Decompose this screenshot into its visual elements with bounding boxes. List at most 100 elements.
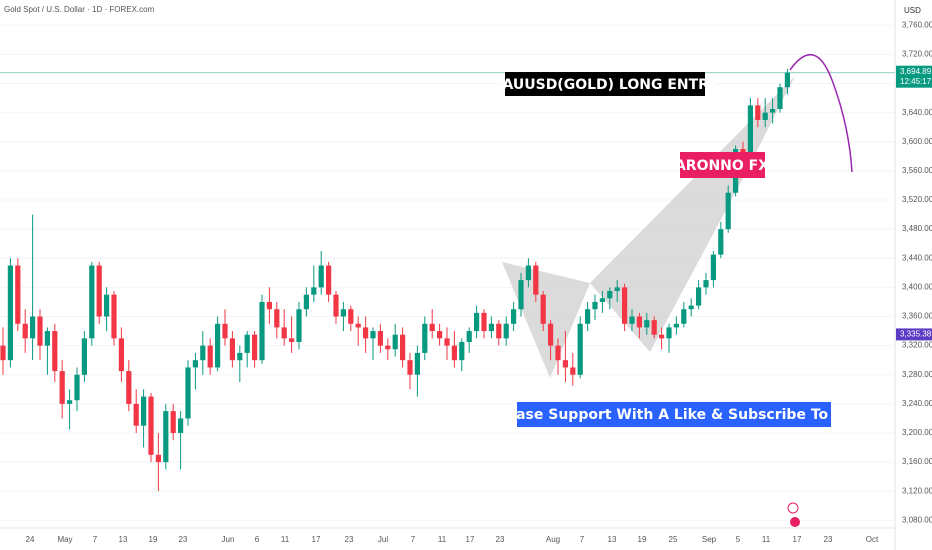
candle-body bbox=[562, 360, 568, 368]
candle-body bbox=[89, 265, 95, 339]
candle-body bbox=[81, 338, 87, 375]
candle-body bbox=[407, 360, 413, 375]
candle-body bbox=[444, 338, 450, 346]
last-price-box bbox=[896, 65, 932, 88]
annotation-text: XAUUSD(GOLD) LONG ENTRY bbox=[492, 77, 719, 93]
x-tick-label: 23 bbox=[824, 535, 833, 544]
x-tick-label: 19 bbox=[638, 535, 647, 544]
candle-body bbox=[540, 294, 546, 324]
candle-body bbox=[215, 323, 221, 368]
marker-price-box bbox=[896, 328, 932, 341]
pattern-drawing bbox=[502, 53, 853, 378]
candle-body bbox=[170, 411, 176, 433]
candle-body bbox=[207, 345, 213, 368]
pattern-triangle bbox=[590, 76, 795, 352]
candle-body bbox=[599, 298, 605, 302]
candle-body bbox=[289, 338, 295, 342]
candle-body bbox=[555, 345, 561, 361]
candle-body bbox=[222, 323, 228, 339]
candle-body bbox=[636, 316, 642, 328]
y-tick-label: 3,720.00 bbox=[902, 50, 932, 59]
x-tick-label: 17 bbox=[466, 535, 475, 544]
candle-body bbox=[696, 287, 702, 306]
candles bbox=[0, 68, 790, 492]
marker-price-label: 3,335.38 bbox=[900, 330, 932, 339]
candle-body bbox=[377, 331, 383, 346]
candle-body bbox=[178, 418, 184, 433]
y-tick-label: 3,160.00 bbox=[902, 457, 932, 466]
candle-body bbox=[414, 352, 420, 375]
y-tick-label: 3,320.00 bbox=[902, 341, 932, 350]
candle-body bbox=[481, 312, 487, 332]
candle-body bbox=[67, 400, 73, 404]
candle-body bbox=[37, 316, 43, 346]
candle-body bbox=[688, 305, 694, 310]
candle-body bbox=[370, 331, 376, 339]
candle-body bbox=[622, 287, 628, 324]
candle-body bbox=[629, 316, 635, 324]
x-tick-label: 19 bbox=[149, 535, 158, 544]
candle-body bbox=[525, 265, 531, 281]
x-tick-label: Jun bbox=[222, 535, 235, 544]
candle-body bbox=[466, 331, 472, 342]
candle-body bbox=[725, 192, 731, 230]
symbol-title: Gold Spot / U.S. Dollar · 1D · FOREX.com bbox=[4, 5, 155, 14]
y-tick-label: 3,400.00 bbox=[902, 282, 932, 291]
projection-arc bbox=[789, 53, 853, 173]
candle-body bbox=[229, 338, 235, 361]
candle-body bbox=[59, 371, 65, 404]
x-tick-label: Sep bbox=[702, 535, 717, 544]
candle-body bbox=[259, 301, 265, 361]
candle-body bbox=[451, 345, 457, 361]
y-tick-label: 3,480.00 bbox=[902, 224, 932, 233]
candle-body bbox=[266, 301, 272, 310]
candle-body bbox=[22, 323, 28, 339]
candle-body bbox=[503, 323, 509, 339]
candle-body bbox=[511, 309, 517, 324]
annotation-box bbox=[505, 72, 705, 96]
candle-body bbox=[614, 287, 620, 292]
x-tick-label: 23 bbox=[496, 535, 505, 544]
annotation-text: ARONNO FX bbox=[675, 158, 769, 174]
x-tick-label: Oct bbox=[866, 535, 879, 544]
candle-body bbox=[15, 265, 21, 324]
candle-body bbox=[296, 309, 302, 342]
candle-body bbox=[252, 334, 258, 361]
x-tick-label: Jul bbox=[378, 535, 388, 544]
x-tick-label: 23 bbox=[179, 535, 188, 544]
candle-body bbox=[762, 112, 768, 120]
x-tick-label: 7 bbox=[411, 535, 416, 544]
candle-body bbox=[651, 320, 657, 335]
candle-body bbox=[673, 323, 679, 328]
candle-body bbox=[311, 287, 317, 295]
candle-body bbox=[326, 265, 332, 295]
candle-body bbox=[237, 352, 243, 361]
x-tick-label: 11 bbox=[762, 535, 771, 544]
candle-body bbox=[281, 327, 287, 339]
candle-body bbox=[192, 360, 198, 368]
y-tick-label: 3,360.00 bbox=[902, 312, 932, 321]
candle-body bbox=[200, 345, 206, 361]
candle-body bbox=[363, 327, 369, 339]
annotation-box bbox=[680, 152, 765, 178]
x-tick-label: 17 bbox=[793, 535, 802, 544]
candle-body bbox=[348, 309, 354, 324]
y-tick-label: 3,200.00 bbox=[902, 428, 932, 437]
y-tick-label: 3,280.00 bbox=[902, 370, 932, 379]
x-tick-label: 13 bbox=[119, 535, 128, 544]
y-tick-label: 3,120.00 bbox=[902, 486, 932, 495]
candle-body bbox=[755, 105, 761, 120]
candle-body bbox=[74, 374, 80, 401]
x-tick-label: 6 bbox=[255, 535, 260, 544]
candle-body bbox=[585, 309, 591, 324]
candle-body bbox=[104, 294, 110, 317]
y-tick-label: 3,440.00 bbox=[902, 253, 932, 262]
x-tick-label: 25 bbox=[669, 535, 678, 544]
candle-body bbox=[666, 327, 672, 339]
candle-body bbox=[474, 312, 480, 332]
candle-body bbox=[770, 109, 776, 113]
y-tick-label: 3,640.00 bbox=[902, 108, 932, 117]
candle-body bbox=[681, 309, 687, 324]
